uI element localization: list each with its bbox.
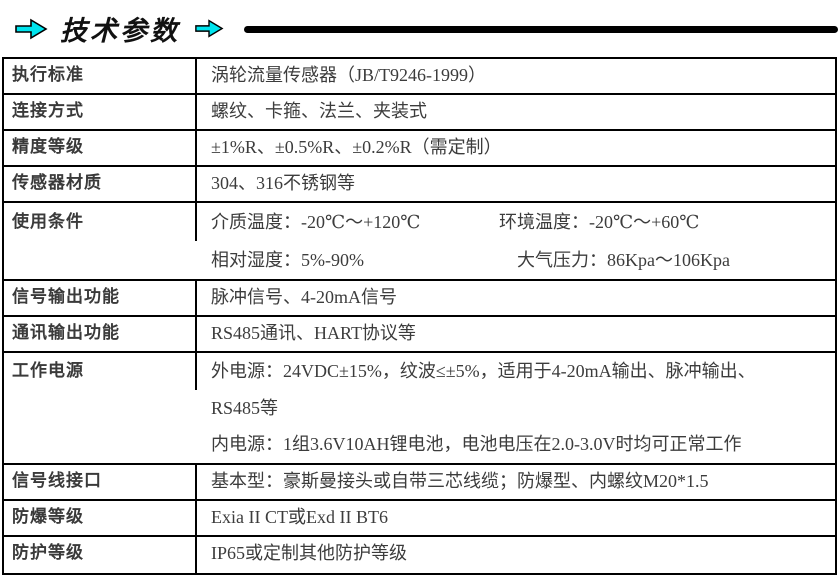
row-value-text: 涡轮流量传感器（JB/T9246-1999） — [211, 65, 486, 85]
page-title: 技术参数 — [60, 16, 180, 46]
table-row: 防爆等级 Exia II CT或Exd II BT6 — [4, 501, 835, 537]
row-value-text: 相对湿度：5%-90% — [211, 250, 364, 270]
title-rule — [244, 26, 838, 33]
row-value: 涡轮流量传感器（JB/T9246-1999） — [197, 59, 835, 93]
row-value-text: RS485通讯、HART协议等 — [211, 323, 416, 343]
row-value-line: 相对湿度：5%-90% 大气压力：86Kpa～106Kpa — [211, 241, 835, 279]
arrow-right-icon — [195, 19, 224, 38]
table-row: 使用条件 介质温度：-20℃～+120℃ 环境温度：-20℃～+60℃ 相对湿度… — [4, 203, 835, 281]
row-value-text: 脉冲信号、4-20mA信号 — [211, 287, 397, 307]
row-value-text: 基本型：豪斯曼接头或自带三芯线缆；防爆型、内螺纹M20*1.5 — [211, 471, 709, 491]
row-label: 使用条件 — [4, 203, 197, 241]
row-value-text: 环境温度：-20℃～+60℃ — [499, 212, 700, 232]
table-row: 执行标准 涡轮流量传感器（JB/T9246-1999） — [4, 59, 835, 95]
row-value-text: IP65或定制其他防护等级 — [211, 543, 408, 563]
row-value-text: 内电源：1组3.6V10AH锂电池，电池电压在2.0-3.0V时均可正常工作 — [211, 434, 742, 454]
row-value: RS485通讯、HART协议等 — [197, 317, 835, 351]
table-row: 信号输出功能 脉冲信号、4-20mA信号 — [4, 281, 835, 317]
row-value: 外电源：24VDC±15%，纹波≤±5%，适用于4-20mA输出、脉冲输出、 R… — [197, 353, 835, 463]
row-value-text: 外电源：24VDC±15%，纹波≤±5%，适用于4-20mA输出、脉冲输出、 — [211, 361, 756, 381]
page-header: 技术参数 — [0, 0, 840, 57]
row-value-text: 304、316不锈钢等 — [211, 173, 355, 193]
table-row: 传感器材质 304、316不锈钢等 — [4, 167, 835, 203]
row-value-text: RS485等 — [211, 397, 279, 418]
row-label: 防护等级 — [4, 537, 197, 573]
row-value: ±1%R、±0.5%R、±0.2%R（需定制） — [197, 131, 835, 165]
row-value: 304、316不锈钢等 — [197, 167, 835, 201]
row-value: 介质温度：-20℃～+120℃ 环境温度：-20℃～+60℃ 相对湿度：5%-9… — [197, 203, 835, 279]
row-label: 传感器材质 — [4, 167, 197, 201]
arrow-right-icon — [15, 18, 48, 39]
row-label: 通讯输出功能 — [4, 317, 197, 351]
row-value: Exia II CT或Exd II BT6 — [197, 501, 835, 535]
row-value: 脉冲信号、4-20mA信号 — [197, 281, 835, 315]
table-row: 通讯输出功能 RS485通讯、HART协议等 — [4, 317, 835, 353]
row-value-text: 大气压力：86Kpa～106Kpa — [517, 250, 730, 270]
row-value: IP65或定制其他防护等级 — [197, 537, 835, 573]
row-label: 连接方式 — [4, 95, 197, 129]
row-label: 信号线接口 — [4, 465, 197, 499]
row-value-text: 介质温度：-20℃～+120℃ — [211, 212, 421, 232]
table-row: 工作电源 外电源：24VDC±15%，纹波≤±5%，适用于4-20mA输出、脉冲… — [4, 353, 835, 465]
table-row: 连接方式 螺纹、卡箍、法兰、夹装式 — [4, 95, 835, 131]
row-label: 信号输出功能 — [4, 281, 197, 315]
row-label: 执行标准 — [4, 59, 197, 93]
row-value-text: ±1%R、±0.5%R、±0.2%R（需定制） — [211, 137, 502, 157]
row-value-text: Exia II CT或Exd II BT6 — [211, 507, 388, 527]
table-row: 信号线接口 基本型：豪斯曼接头或自带三芯线缆；防爆型、内螺纹M20*1.5 — [4, 465, 835, 501]
row-label: 工作电源 — [4, 353, 197, 390]
row-value-text: 螺纹、卡箍、法兰、夹装式 — [211, 101, 427, 121]
row-label: 精度等级 — [4, 131, 197, 165]
row-value: 螺纹、卡箍、法兰、夹装式 — [197, 95, 835, 129]
table-row: 防护等级 IP65或定制其他防护等级 — [4, 537, 835, 573]
spec-table: 执行标准 涡轮流量传感器（JB/T9246-1999） 连接方式 螺纹、卡箍、法… — [2, 57, 837, 575]
row-value: 基本型：豪斯曼接头或自带三芯线缆；防爆型、内螺纹M20*1.5 — [197, 465, 835, 499]
table-row: 精度等级 ±1%R、±0.5%R、±0.2%R（需定制） — [4, 131, 835, 167]
row-label: 防爆等级 — [4, 501, 197, 535]
row-value-line: 介质温度：-20℃～+120℃ 环境温度：-20℃～+60℃ — [211, 203, 835, 241]
